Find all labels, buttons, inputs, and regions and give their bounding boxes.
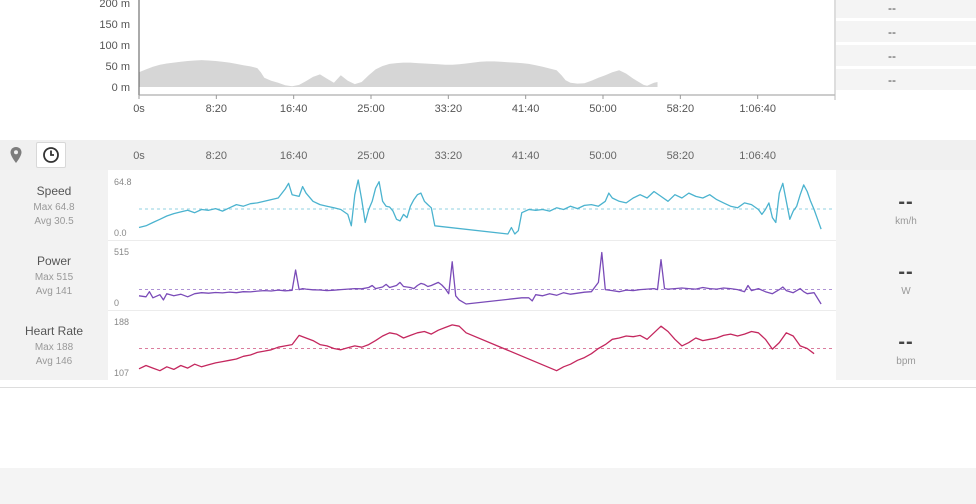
elevation-y-tick-label: 200 m: [99, 0, 130, 10]
clock-icon: [43, 147, 59, 163]
metric-row-speed: Speed Max 64.8 Avg 30.5 64.8 0.0 -- km/h: [0, 170, 976, 240]
metric-series-line: [138, 179, 822, 235]
map-view-button[interactable]: [1, 142, 31, 168]
time-axis-label: 8:20: [205, 150, 228, 162]
section-divider: [0, 387, 976, 388]
metric-max: Max 188: [34, 342, 74, 353]
elevation-x-tick-label: 25:00: [357, 103, 385, 115]
metric-name: Speed: [36, 184, 72, 198]
elevation-area: [139, 60, 658, 87]
metric-current-value: --: [898, 331, 914, 353]
chart-toolbar: 0s 8:20 16:40 25:00 33:20 41:40 50:00 58:20 1:06…: [0, 140, 976, 170]
time-axis-label: 33:20: [434, 150, 463, 162]
metric-current-panel: -- km/h: [836, 170, 976, 240]
metric-max: Max 515: [34, 272, 74, 283]
footer-bar: [0, 468, 976, 504]
elevation-chart: 200 m 150 m 100 m 50 m 0 m 0s 8:20 16:40 25:00 3…: [99, 0, 836, 115]
elevation-x-tick-label: 1:06:40: [739, 103, 776, 115]
elevation-x-tick-label: 33:20: [435, 103, 463, 115]
row-separator: [108, 240, 836, 241]
metric-name: Power: [36, 254, 71, 268]
time-axis-label: 41:40: [511, 150, 540, 162]
metric-current-panel: -- W: [836, 240, 976, 310]
metric-plot[interactable]: 188 107: [108, 310, 836, 380]
metric-axis-top-label: 64.8: [114, 177, 132, 187]
map-pin-icon: [10, 147, 22, 163]
elevation-x-tick-label: 41:40: [512, 103, 540, 115]
elevation-x-tick-label: 50:00: [589, 103, 617, 115]
metric-series-line: [138, 324, 815, 372]
time-axis-label: 25:00: [357, 150, 385, 162]
elevation-side-value-2: --: [836, 21, 976, 43]
metric-plot[interactable]: 515 0: [108, 240, 836, 310]
metric-axis-bottom-label: 0.0: [114, 228, 127, 238]
metric-current-value: --: [898, 191, 914, 213]
time-axis-label: 0s: [133, 150, 145, 162]
elevation-x-tick-label: 0s: [133, 103, 145, 115]
metric-unit: km/h: [895, 216, 917, 227]
time-axis-label: 50:00: [589, 150, 617, 162]
elevation-x-tick-label: 58:20: [667, 103, 695, 115]
metric-current-value: --: [898, 261, 914, 283]
elevation-y-tick-label: 50 m: [106, 61, 130, 73]
metric-series-line: [138, 251, 822, 305]
metric-unit: W: [901, 286, 911, 297]
metric-avg: Avg 30.5: [34, 216, 74, 227]
metric-row-heart-rate: Heart Rate Max 188 Avg 146 188 107 -- bpm: [0, 310, 976, 380]
metric-axis-top-label: 188: [114, 317, 129, 327]
metric-avg: Avg 141: [35, 286, 73, 297]
time-axis-label: 1:06:40: [739, 150, 777, 162]
elevation-y-tick-label: 100 m: [99, 40, 130, 52]
metric-max: Max 64.8: [33, 202, 75, 213]
metric-unit: bpm: [896, 356, 916, 367]
row-separator: [108, 310, 836, 311]
time-axis-label: 58:20: [666, 150, 695, 162]
elevation-x-tick-label: 16:40: [280, 103, 308, 115]
metric-row-power: Power Max 515 Avg 141 515 0 -- W: [0, 240, 976, 310]
elevation-side-value-4: --: [836, 69, 976, 91]
elevation-side-value-3: --: [836, 45, 976, 67]
time-view-button[interactable]: [36, 142, 66, 168]
metric-label-panel: Power Max 515 Avg 141: [0, 240, 108, 310]
metric-axis-bottom-label: 107: [114, 368, 129, 378]
elevation-y-tick-label: 0 m: [112, 82, 130, 94]
metric-avg: Avg 146: [35, 356, 73, 367]
metric-axis-top-label: 515: [114, 247, 129, 257]
metric-name: Heart Rate: [24, 324, 84, 338]
metric-axis-bottom-label: 0: [114, 298, 119, 308]
elevation-panel: 200 m 150 m 100 m 50 m 0 m 0s 8:20 16:40 25:00 3…: [0, 0, 976, 130]
time-axis-label: 16:40: [279, 150, 308, 162]
elevation-y-tick-label: 150 m: [99, 19, 130, 31]
metric-plot[interactable]: 64.8 0.0: [108, 170, 836, 240]
metric-current-panel: -- bpm: [836, 310, 976, 380]
elevation-side-value-1: --: [836, 0, 976, 19]
metric-label-panel: Speed Max 64.8 Avg 30.5: [0, 170, 108, 240]
elevation-x-tick-label: 8:20: [206, 103, 227, 115]
metric-label-panel: Heart Rate Max 188 Avg 146: [0, 310, 108, 380]
